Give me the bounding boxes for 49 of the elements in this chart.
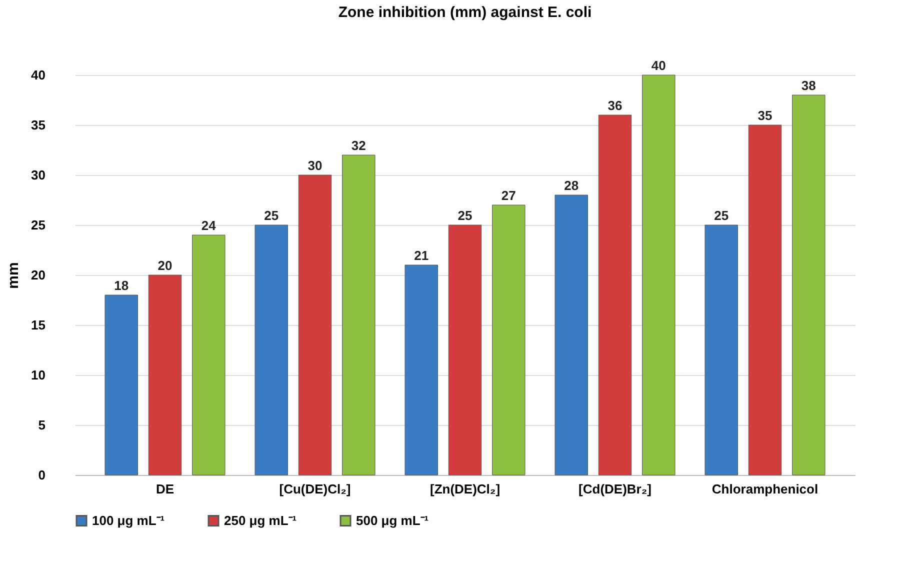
chart-title: Zone inhibition (mm) against E. coli — [338, 4, 592, 21]
bar — [342, 154, 376, 476]
data-label: 25 — [714, 208, 729, 223]
legend-label: 100 μg mL⁻¹ — [92, 512, 165, 528]
data-label: 40 — [651, 58, 666, 73]
y-tick-label: 30 — [31, 168, 46, 182]
bar — [298, 174, 332, 476]
x-tick-label: Chloramphenicol — [712, 482, 818, 496]
data-label: 38 — [801, 78, 816, 93]
legend-label: 500 μg mL⁻¹ — [356, 512, 429, 528]
data-label: 18 — [114, 278, 129, 293]
y-tick-label: 15 — [31, 318, 46, 332]
bar — [254, 224, 288, 476]
data-label: 36 — [608, 98, 622, 113]
bar — [104, 294, 138, 476]
data-label: 28 — [564, 178, 579, 193]
bar — [642, 74, 676, 476]
data-label: 25 — [264, 208, 279, 223]
x-tick-label: [Zn(DE)Cl₂] — [430, 482, 500, 496]
bar — [492, 204, 526, 476]
bar — [598, 114, 632, 476]
bar — [148, 274, 182, 476]
data-label: 27 — [501, 188, 516, 203]
y-tick-label: 40 — [31, 68, 46, 82]
x-tick-label: [Cd(DE)Br₂] — [578, 482, 652, 496]
bar — [404, 264, 438, 476]
bar — [448, 224, 482, 476]
y-tick-label: 0 — [38, 468, 46, 482]
y-tick-label: 20 — [31, 268, 46, 282]
bar — [748, 124, 782, 476]
legend-label: 250 μg mL⁻¹ — [224, 512, 297, 528]
bar — [554, 194, 588, 476]
data-label: 24 — [201, 218, 217, 233]
y-tick-label: 35 — [31, 118, 46, 132]
data-label: 20 — [158, 258, 172, 273]
bar — [192, 234, 226, 476]
bar — [704, 224, 738, 476]
x-tick-label: [Cu(DE)Cl₂] — [279, 482, 351, 496]
data-label: 35 — [758, 108, 772, 123]
bar — [792, 94, 826, 476]
x-tick-label: DE — [156, 482, 174, 496]
data-label: 32 — [351, 138, 366, 153]
y-tick-label: 5 — [38, 418, 46, 432]
data-label: 21 — [414, 248, 429, 263]
y-tick-label: 10 — [31, 368, 46, 382]
y-tick-label: 25 — [31, 218, 46, 232]
data-label: 25 — [458, 208, 472, 223]
y-axis-title: mm — [5, 262, 22, 289]
data-label: 30 — [308, 158, 322, 173]
